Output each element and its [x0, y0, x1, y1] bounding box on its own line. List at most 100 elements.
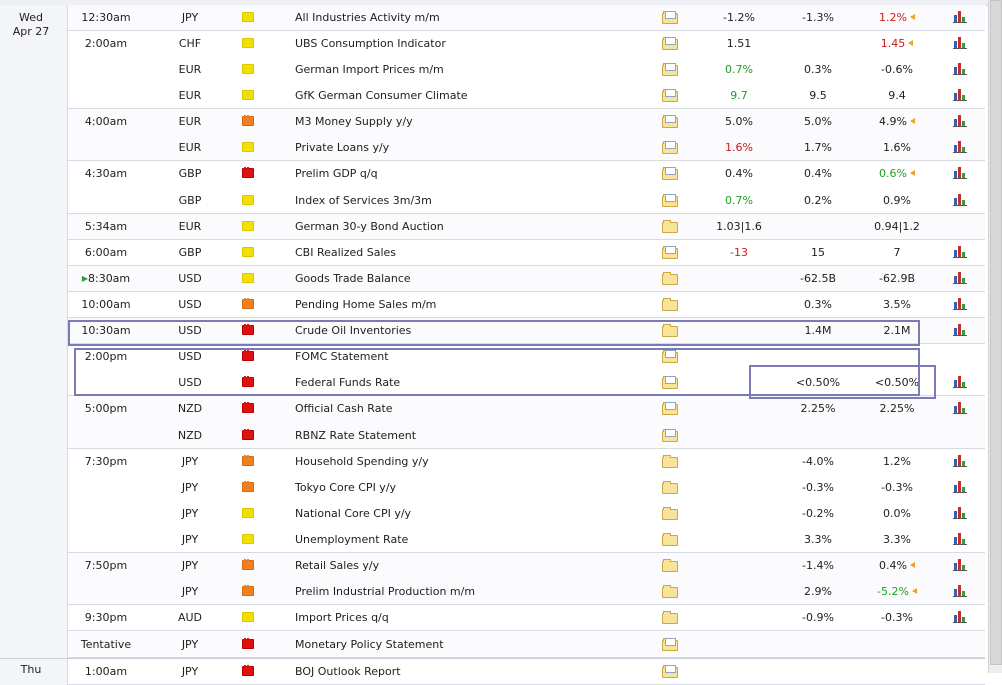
folder-document-icon[interactable]: [662, 37, 678, 50]
event-row[interactable]: EUR German Import Prices m/m 0.7% 0.3% -0.6%: [68, 57, 985, 83]
event-title[interactable]: M3 Money Supply y/y: [295, 115, 413, 128]
impact-high-icon[interactable]: [242, 167, 254, 178]
event-row[interactable]: ▶8:30am USD Goods Trade Balance -62.5B -62.9…: [68, 266, 985, 292]
impact-med-icon[interactable]: [242, 298, 254, 309]
impact-high-icon[interactable]: [242, 638, 254, 649]
event-row[interactable]: JPY Prelim Industrial Production m/m 2.9% -…: [68, 579, 985, 605]
event-title[interactable]: German 30-y Bond Auction: [295, 220, 444, 233]
vertical-scrollbar[interactable]: [988, 0, 1002, 673]
event-row[interactable]: EUR Private Loans y/y 1.6% 1.7% 1.6%: [68, 135, 985, 161]
bar-chart-icon[interactable]: [953, 10, 967, 23]
folder-document-icon[interactable]: [662, 115, 678, 128]
event-row[interactable]: USD Federal Funds Rate <0.50% <0.50%: [68, 370, 985, 396]
bar-chart-icon[interactable]: [953, 166, 967, 179]
event-row[interactable]: 7:50pm JPY Retail Sales y/y -1.4% 0.4%: [68, 553, 985, 579]
event-row[interactable]: NZD RBNZ Rate Statement: [68, 423, 985, 449]
bar-chart-icon[interactable]: [953, 584, 967, 597]
folder-document-icon[interactable]: [662, 63, 678, 76]
event-row[interactable]: 10:00am USD Pending Home Sales m/m 0.3% 3.5%: [68, 292, 985, 318]
event-title[interactable]: Tokyo Core CPI y/y: [295, 481, 397, 494]
event-title[interactable]: Official Cash Rate: [295, 402, 393, 415]
impact-med-icon[interactable]: [242, 559, 254, 570]
folder-document-icon[interactable]: [662, 638, 678, 651]
impact-high-icon[interactable]: [242, 350, 254, 361]
impact-low-icon[interactable]: [242, 534, 254, 544]
folder-document-icon[interactable]: [662, 665, 678, 678]
impact-med-icon[interactable]: [242, 481, 254, 492]
event-title[interactable]: CBI Realized Sales: [295, 246, 397, 259]
event-title[interactable]: Household Spending y/y: [295, 455, 429, 468]
impact-high-icon[interactable]: [242, 665, 254, 676]
bar-chart-icon[interactable]: [953, 558, 967, 571]
event-title[interactable]: FOMC Statement: [295, 350, 389, 363]
impact-low-icon[interactable]: [242, 508, 254, 518]
revised-arrow-icon[interactable]: [908, 40, 914, 46]
impact-med-icon[interactable]: [242, 455, 254, 466]
folder-icon[interactable]: [662, 324, 678, 337]
event-title[interactable]: Unemployment Rate: [295, 533, 409, 546]
event-row[interactable]: 4:30am GBP Prelim GDP q/q 0.4% 0.4% 0.6%: [68, 161, 985, 187]
folder-document-icon[interactable]: [662, 350, 678, 363]
bar-chart-icon[interactable]: [953, 245, 967, 258]
folder-document-icon[interactable]: [662, 11, 678, 24]
impact-low-icon[interactable]: [242, 90, 254, 100]
impact-low-icon[interactable]: [242, 12, 254, 22]
impact-low-icon[interactable]: [242, 247, 254, 257]
event-row[interactable]: 5:34am EUR German 30-y Bond Auction 1.03|1.…: [68, 214, 985, 240]
event-row[interactable]: 2:00am CHF UBS Consumption Indicator 1.51 1.…: [68, 31, 985, 57]
event-row[interactable]: 5:00pm NZD Official Cash Rate 2.25% 2.25%: [68, 396, 985, 422]
event-title[interactable]: GfK German Consumer Climate: [295, 89, 468, 102]
bar-chart-icon[interactable]: [953, 88, 967, 101]
folder-icon[interactable]: [662, 455, 678, 468]
revised-arrow-icon[interactable]: [909, 170, 915, 176]
folder-icon[interactable]: [662, 481, 678, 494]
impact-low-icon[interactable]: [242, 142, 254, 152]
impact-high-icon[interactable]: [242, 429, 254, 440]
bar-chart-icon[interactable]: [953, 480, 967, 493]
scrollbar-thumb[interactable]: [990, 0, 1002, 665]
event-title[interactable]: Retail Sales y/y: [295, 559, 380, 572]
event-row[interactable]: 10:30am USD Crude Oil Inventories 1.4M 2.1M: [68, 318, 985, 344]
event-title[interactable]: BOJ Outlook Report: [295, 665, 401, 678]
impact-med-icon[interactable]: [242, 585, 254, 596]
folder-icon[interactable]: [662, 559, 678, 572]
event-title[interactable]: Goods Trade Balance: [295, 272, 411, 285]
event-title[interactable]: UBS Consumption Indicator: [295, 37, 446, 50]
revised-arrow-icon[interactable]: [909, 118, 915, 124]
event-row[interactable]: 9:30pm AUD Import Prices q/q -0.9% -0.3%: [68, 605, 985, 631]
bar-chart-icon[interactable]: [953, 140, 967, 153]
impact-low-icon[interactable]: [242, 38, 254, 48]
folder-icon[interactable]: [662, 272, 678, 285]
folder-document-icon[interactable]: [662, 167, 678, 180]
folder-icon[interactable]: [662, 507, 678, 520]
impact-low-icon[interactable]: [242, 273, 254, 283]
bar-chart-icon[interactable]: [953, 323, 967, 336]
bar-chart-icon[interactable]: [953, 610, 967, 623]
event-row[interactable]: GBP Index of Services 3m/3m 0.7% 0.2% 0.9%: [68, 188, 985, 214]
event-row[interactable]: 7:30pm JPY Household Spending y/y -4.0% 1.2%: [68, 449, 985, 475]
event-row[interactable]: 4:00am EUR M3 Money Supply y/y 5.0% 5.0% 4.9%: [68, 109, 985, 135]
folder-document-icon[interactable]: [662, 429, 678, 442]
bar-chart-icon[interactable]: [953, 62, 967, 75]
impact-low-icon[interactable]: [242, 195, 254, 205]
folder-icon[interactable]: [662, 220, 678, 233]
impact-low-icon[interactable]: [242, 64, 254, 74]
folder-document-icon[interactable]: [662, 141, 678, 154]
event-row[interactable]: 1:00am JPY BOJ Outlook Report: [68, 659, 985, 685]
event-title[interactable]: Federal Funds Rate: [295, 376, 401, 389]
event-title[interactable]: Monetary Policy Statement: [295, 638, 444, 651]
event-row[interactable]: JPY Tokyo Core CPI y/y -0.3% -0.3%: [68, 475, 985, 501]
folder-icon[interactable]: [662, 611, 678, 624]
event-title[interactable]: All Industries Activity m/m: [295, 11, 440, 24]
revised-arrow-icon[interactable]: [911, 588, 917, 594]
event-row[interactable]: 6:00am GBP CBI Realized Sales -13 15 7: [68, 240, 985, 266]
impact-low-icon[interactable]: [242, 221, 254, 231]
impact-high-icon[interactable]: [242, 376, 254, 387]
folder-document-icon[interactable]: [662, 402, 678, 415]
folder-document-icon[interactable]: [662, 194, 678, 207]
event-row[interactable]: JPY National Core CPI y/y -0.2% 0.0%: [68, 501, 985, 527]
bar-chart-icon[interactable]: [953, 454, 967, 467]
event-row[interactable]: EUR GfK German Consumer Climate 9.7 9.5 9.4: [68, 83, 985, 109]
bar-chart-icon[interactable]: [953, 271, 967, 284]
impact-low-icon[interactable]: [242, 612, 254, 622]
